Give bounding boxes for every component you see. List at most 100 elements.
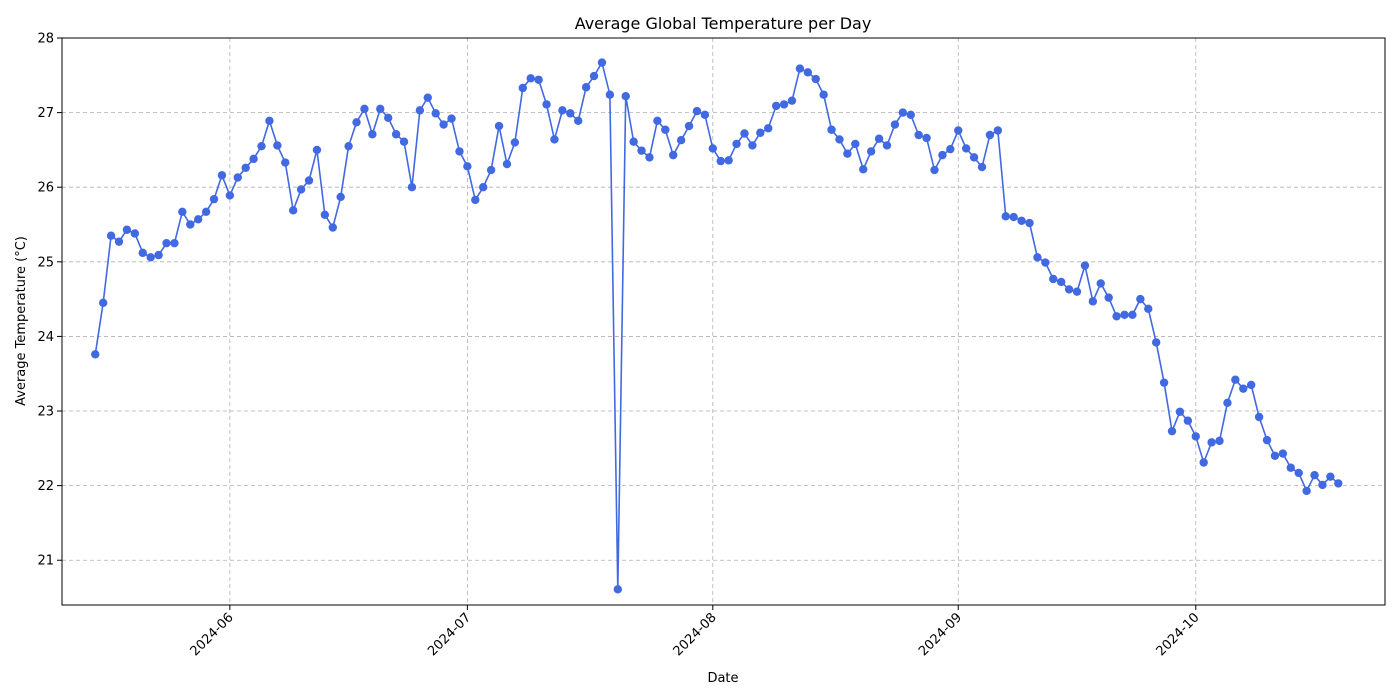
data-point xyxy=(1231,375,1240,384)
data-point xyxy=(1025,218,1034,228)
data-point xyxy=(415,106,425,115)
data-point xyxy=(605,90,615,99)
data-point xyxy=(1247,380,1256,390)
grid-lines xyxy=(62,37,1385,605)
y-tick-label: 28 xyxy=(37,32,54,47)
data-point xyxy=(344,141,353,151)
data-point xyxy=(645,153,654,162)
x-tick-label: 2024-07 xyxy=(425,610,474,659)
y-axis-title: Average Temperature (°C) xyxy=(14,236,29,406)
data-point xyxy=(890,120,900,129)
data-point xyxy=(98,298,108,308)
data-point xyxy=(526,74,535,83)
data-point xyxy=(1254,412,1264,422)
data-point xyxy=(922,133,931,143)
data-point xyxy=(827,125,836,134)
data-point xyxy=(1302,486,1311,496)
data-point xyxy=(700,110,710,120)
data-point xyxy=(985,130,995,140)
data-point xyxy=(217,171,227,180)
data-point xyxy=(312,145,322,155)
data-point xyxy=(1167,426,1177,436)
data-point xyxy=(969,153,979,162)
data-point xyxy=(1270,451,1280,460)
data-point xyxy=(716,156,725,166)
x-tick-label: 2024-08 xyxy=(671,610,720,659)
data-point xyxy=(851,139,860,149)
data-point xyxy=(1088,297,1098,306)
data-point xyxy=(835,135,844,144)
data-point xyxy=(1199,458,1208,467)
data-point xyxy=(906,110,915,120)
data-point xyxy=(597,58,607,67)
x-tick-label: 2024-09 xyxy=(916,610,965,659)
data-point xyxy=(843,149,852,158)
data-point xyxy=(106,231,116,240)
data-point xyxy=(534,75,543,84)
data-point xyxy=(954,126,963,135)
data-point xyxy=(613,585,622,594)
data-point xyxy=(621,91,630,101)
data-point xyxy=(265,116,274,126)
x-axis-title: Date xyxy=(707,671,738,686)
x-axis: 2024-06 2024-07 2024-08 2024-09 2024-10 xyxy=(188,605,1203,659)
data-point xyxy=(170,238,179,248)
data-point xyxy=(1294,468,1303,478)
y-tick-label: 24 xyxy=(37,330,54,345)
data-point xyxy=(1326,472,1335,481)
data-point xyxy=(748,141,757,150)
data-point xyxy=(764,124,773,133)
x-tick-label: 2024-10 xyxy=(1154,610,1203,659)
data-point xyxy=(186,220,195,229)
data-point xyxy=(1191,432,1200,441)
data-point xyxy=(138,248,147,258)
data-point xyxy=(1017,216,1026,225)
data-point xyxy=(1262,435,1272,445)
data-point xyxy=(447,114,456,123)
data-point xyxy=(930,165,939,175)
data-point xyxy=(1096,279,1105,288)
data-point xyxy=(154,250,163,260)
y-tick-label: 26 xyxy=(37,181,54,196)
data-point xyxy=(874,134,884,143)
plot-frame xyxy=(61,37,1386,606)
data-point xyxy=(91,350,100,359)
data-point xyxy=(676,136,686,145)
y-tick-label: 22 xyxy=(37,479,54,494)
data-point xyxy=(1215,436,1224,446)
data-point xyxy=(859,165,868,174)
data-point xyxy=(368,130,377,139)
data-point xyxy=(566,109,575,118)
data-point xyxy=(1001,212,1010,221)
data-point xyxy=(233,173,242,182)
data-point xyxy=(494,121,504,131)
data-point xyxy=(977,162,987,172)
data-point xyxy=(471,195,480,205)
data-point xyxy=(201,207,211,217)
data-point xyxy=(439,120,448,129)
data-point xyxy=(558,106,567,115)
data-point xyxy=(273,141,282,150)
data-point xyxy=(1049,274,1058,284)
data-point xyxy=(692,106,702,116)
data-point xyxy=(819,90,828,99)
data-point xyxy=(130,229,140,238)
data-point xyxy=(1207,438,1216,447)
data-point xyxy=(811,74,820,84)
data-point xyxy=(740,129,749,138)
data-point xyxy=(637,146,646,155)
data-point xyxy=(1072,287,1082,296)
data-point xyxy=(1278,449,1288,458)
data-point xyxy=(423,93,432,102)
data-point xyxy=(756,128,765,137)
data-point xyxy=(1310,470,1319,480)
data-point xyxy=(787,96,797,105)
data-point xyxy=(407,183,417,192)
series-line xyxy=(94,60,1339,590)
data-point xyxy=(795,64,805,73)
data-point xyxy=(352,118,361,127)
data-point xyxy=(399,137,409,146)
data-point xyxy=(455,147,464,156)
chart-title: Average Global Temperature per Day xyxy=(575,14,872,33)
y-tick-label: 23 xyxy=(37,405,54,420)
